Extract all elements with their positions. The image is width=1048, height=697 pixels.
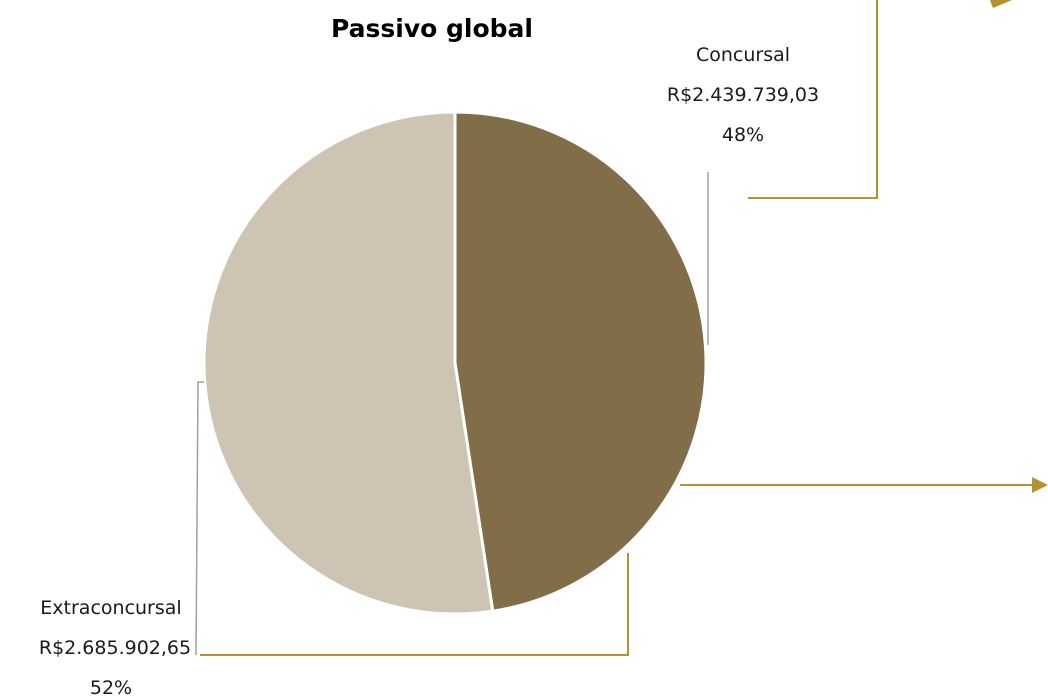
pie-slice-extraconcursal <box>204 112 493 614</box>
right-arrow-icon <box>1032 477 1048 493</box>
extraconcursal-name-label: Extraconcursal <box>40 597 181 619</box>
pie-slices <box>204 112 706 614</box>
pie-slice-concursal <box>455 112 706 611</box>
concursal-percent-label: 48% <box>722 124 764 146</box>
chart-title: Passivo global <box>331 14 533 43</box>
concursal-name-label: Concursal <box>696 44 790 66</box>
extraconcursal-value-label: R$2.685.902,65 <box>39 637 191 659</box>
concursal-value-label: R$2.439.739,03 <box>667 84 819 106</box>
extraconcursal-percent-label: 52% <box>90 677 132 697</box>
top-arrow-icon <box>990 0 1012 8</box>
extraconcursal-leader-line <box>196 382 204 655</box>
